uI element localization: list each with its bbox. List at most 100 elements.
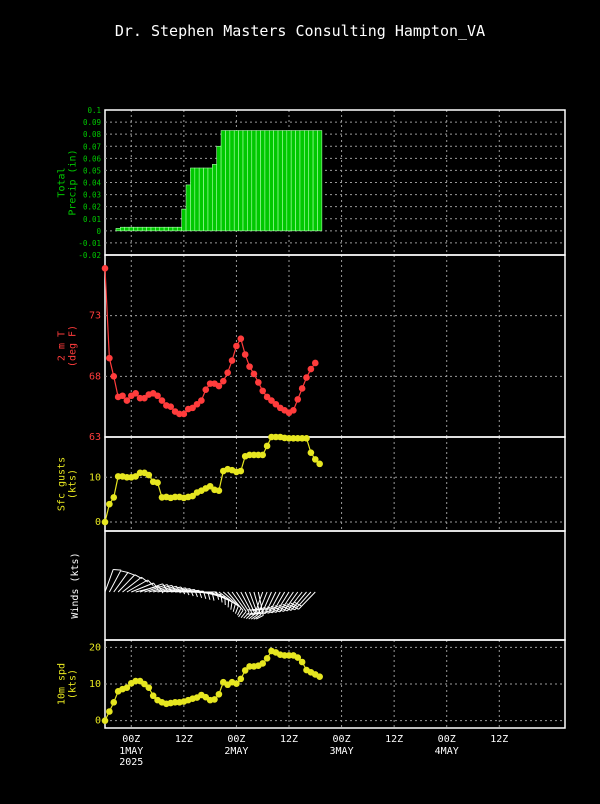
data-point [106,501,113,508]
y-tick-label: 0.08 [83,130,102,139]
precip-bar [256,131,260,231]
y-tick-label: -0.02 [78,251,101,260]
y-axis-label: 2 m T [57,331,68,361]
precip-bar [147,227,151,231]
y-axis-label: Total [57,167,68,197]
y-tick-label: 0.02 [83,203,101,212]
data-point [308,449,315,456]
precip-bar [221,131,225,231]
y-axis-label: Precip (in) [68,149,79,215]
y-axis-label: (kts) [68,669,79,699]
data-point [294,396,301,403]
chart-title: Dr. Stephen Masters Consulting Hampton_V… [115,22,485,40]
precip-bar [155,227,159,231]
precip-bar [169,227,173,231]
series-line [105,437,320,522]
x-tick-date-label: 4MAY [435,746,459,757]
data-point [202,386,209,393]
x-tick-label: 12Z [385,734,403,745]
y-tick-label: 63 [89,432,101,443]
panel-4: Winds (kts) [70,531,565,640]
data-point [308,366,315,373]
data-point [233,343,240,350]
precip-bar [313,131,317,231]
precip-bar [317,131,321,231]
x-tick-label: 12Z [280,734,298,745]
precip-bar [309,131,313,231]
data-point [312,360,319,367]
wind-barb-feather [121,571,129,573]
precip-bar [243,131,247,231]
precip-bar [177,227,181,231]
y-tick-label: 0.04 [83,179,102,188]
x-tick-label: 00Z [227,734,245,745]
y-tick-label: 0.06 [83,154,102,163]
precip-bar [142,227,146,231]
wind-barb-feather [235,606,238,613]
precip-bar [291,131,295,231]
y-tick-label: 0.03 [83,191,101,200]
precip-bar [265,131,269,231]
y-axis-label: Sfc gusts [57,457,68,511]
data-point [216,691,223,698]
y-tick-label: 20 [89,642,101,653]
precip-bar [247,131,251,231]
wind-barb [295,592,311,610]
panel-3: Sfc gusts(kts)010 [57,434,566,531]
wind-barb-feather [231,602,232,610]
panel-frame [105,531,565,640]
y-tick-label: 0.1 [87,106,101,115]
data-point [216,487,223,494]
x-tick-date-label: 2MAY [224,746,248,757]
data-point [110,699,117,706]
precip-bar [304,131,308,231]
precip-bar [186,185,190,231]
data-point [238,335,245,342]
precip-bar [282,131,286,231]
data-point [259,452,266,459]
precip-bar [278,131,282,231]
data-point [259,660,266,667]
data-point [303,435,310,442]
precip-bar [120,227,124,231]
data-point [146,472,153,479]
y-tick-label: 0.09 [83,118,101,127]
precip-bar [116,228,120,230]
data-point [110,373,117,380]
y-axis-label: 10m spd [57,663,68,705]
precip-bar [208,168,212,231]
precip-bar [274,131,278,231]
precip-bar [300,131,304,231]
data-point [246,363,253,370]
data-point [102,717,109,724]
wind-barb [299,592,316,609]
data-point [220,378,227,385]
x-tick-label: 12Z [175,734,193,745]
precip-bar [190,168,194,231]
y-tick-label: 0 [95,716,101,727]
y-tick-label: 10 [89,472,101,483]
x-tick-date-label: 3MAY [330,746,354,757]
precip-bar [239,131,243,231]
x-tick-label: 00Z [438,734,456,745]
precip-bar [261,131,265,231]
data-point [316,461,323,468]
precip-bar [160,227,164,231]
data-point [242,351,249,358]
precip-bar [230,131,234,231]
precip-bar [129,227,133,231]
precip-bar [234,131,238,231]
precip-bar [138,227,142,231]
data-point [106,708,113,715]
precip-bar [269,131,273,231]
precip-bar [173,227,177,231]
x-tick-date-label: 1MAY [119,746,143,757]
precip-bar [195,168,199,231]
y-tick-label: 73 [89,311,101,322]
precip-bar [125,227,129,231]
data-point [264,655,271,662]
